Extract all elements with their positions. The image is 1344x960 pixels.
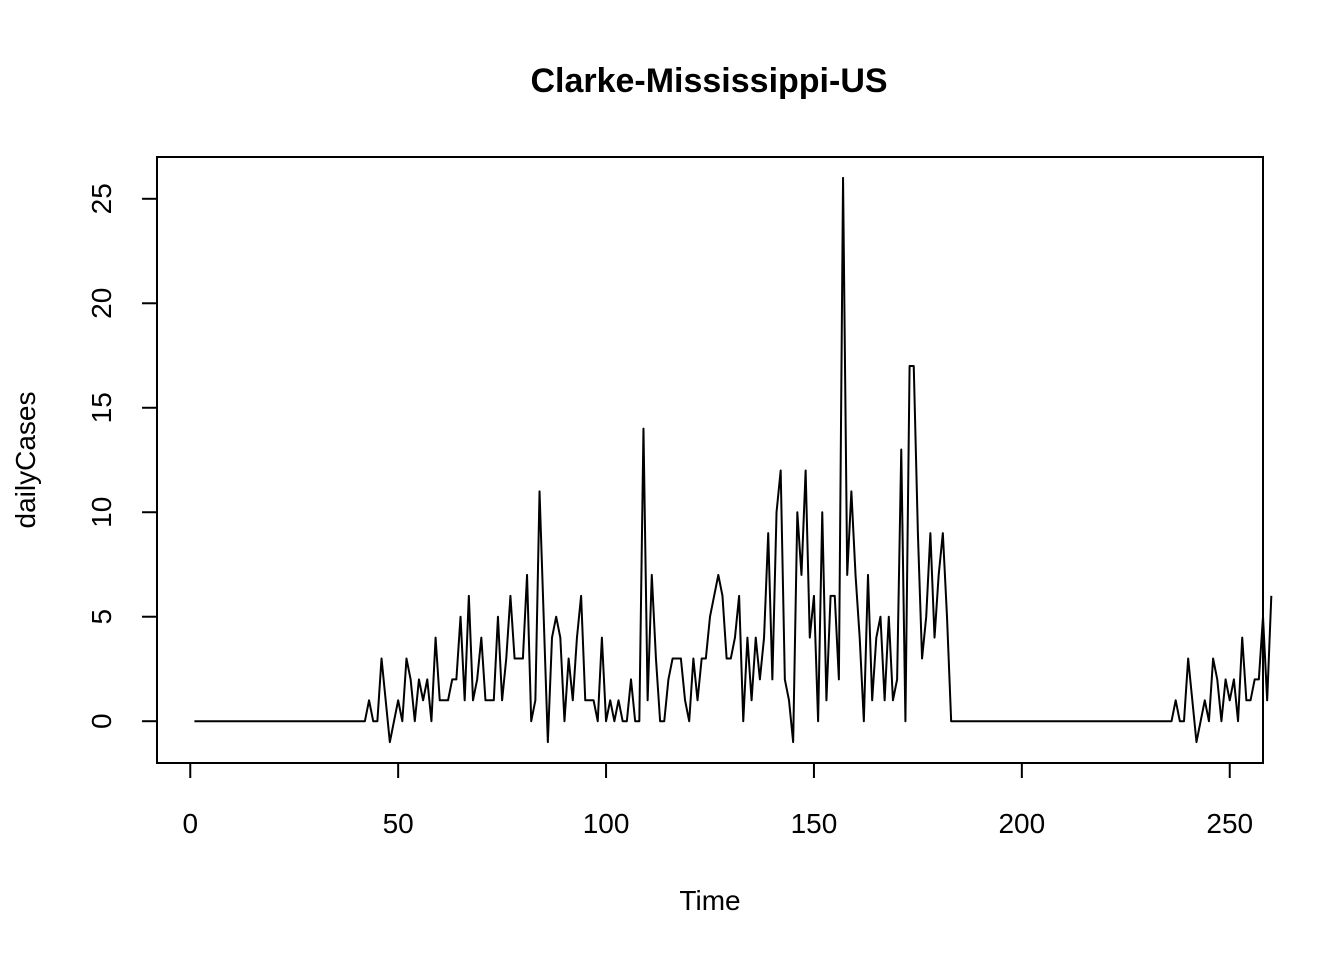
y-tick-label: 20 xyxy=(86,288,117,319)
x-tick-label: 150 xyxy=(791,808,838,839)
y-tick-label: 5 xyxy=(86,609,117,625)
plot-frame xyxy=(156,156,1264,764)
y-axis: 0 5 10 15 20 25 xyxy=(86,183,158,729)
y-tick-label: 0 xyxy=(86,713,117,729)
y-tick-label: 25 xyxy=(86,183,117,214)
x-tick-label: 250 xyxy=(1206,808,1253,839)
x-tick-label: 50 xyxy=(383,808,414,839)
series-line xyxy=(194,176,1273,744)
x-axis: 0 50 100 150 200 250 xyxy=(182,762,1253,839)
chart-title: Clarke-Mississippi-US xyxy=(530,62,887,100)
x-tick-label: 200 xyxy=(998,808,1045,839)
y-tick-label: 15 xyxy=(86,392,117,423)
y-tick-label: 10 xyxy=(86,497,117,528)
x-axis-title: Time xyxy=(679,885,740,916)
x-tick-label: 100 xyxy=(583,808,630,839)
x-tick-label: 0 xyxy=(182,808,198,839)
y-axis-title: dailyCases xyxy=(10,392,41,529)
